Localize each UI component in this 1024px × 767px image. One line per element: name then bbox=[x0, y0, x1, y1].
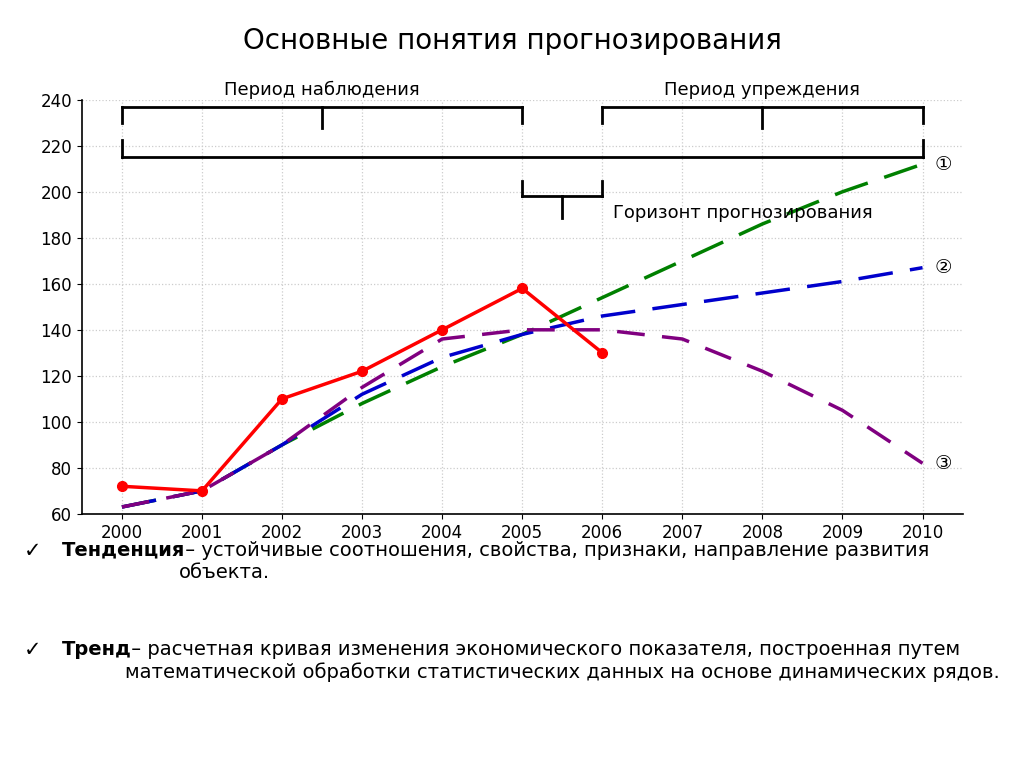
Text: ①: ① bbox=[935, 155, 952, 173]
Text: ③: ③ bbox=[935, 454, 952, 472]
Text: Горизонт прогнозирования: Горизонт прогнозирования bbox=[612, 204, 872, 222]
Text: ②: ② bbox=[935, 258, 952, 277]
Text: ✓: ✓ bbox=[24, 541, 42, 561]
Text: Тенденция: Тенденция bbox=[61, 541, 184, 560]
Text: ✓: ✓ bbox=[24, 640, 42, 660]
Text: – устойчивые соотношения, свойства, признаки, направление развития объекта.: – устойчивые соотношения, свойства, приз… bbox=[179, 541, 930, 581]
Text: Период наблюдения: Период наблюдения bbox=[224, 81, 420, 99]
Text: Период упреждения: Период упреждения bbox=[665, 81, 860, 99]
Text: – расчетная кривая изменения экономического показателя, построенная путем матема: – расчетная кривая изменения экономическ… bbox=[125, 640, 999, 683]
Text: Основные понятия прогнозирования: Основные понятия прогнозирования bbox=[243, 27, 781, 55]
Text: Тренд: Тренд bbox=[61, 640, 131, 660]
